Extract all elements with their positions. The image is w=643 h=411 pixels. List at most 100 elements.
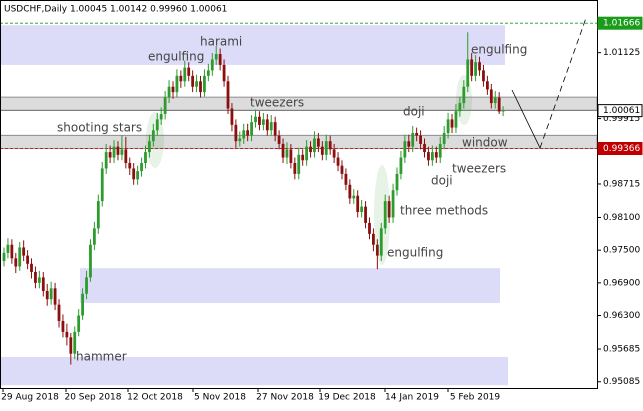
candle-body <box>183 67 187 82</box>
annotation: engulfing <box>387 246 443 260</box>
candle-body <box>265 119 269 131</box>
annotation: tweezers <box>452 162 506 176</box>
candle-body <box>30 263 33 272</box>
candle-body <box>73 331 77 354</box>
level-label: 1.01666 <box>603 19 640 29</box>
candle-body <box>344 173 348 185</box>
candle-body <box>309 146 312 153</box>
zones <box>0 25 598 386</box>
candle-body <box>419 135 422 144</box>
candle-body <box>69 337 73 354</box>
y-tick-label: 1.01125 <box>603 48 640 58</box>
annotation: engulfing <box>148 50 204 64</box>
candle-body <box>214 54 218 60</box>
candle-body <box>6 244 10 253</box>
candle-body <box>395 173 399 191</box>
candle-body <box>340 165 344 174</box>
candle-body <box>218 54 222 65</box>
zone <box>0 25 505 65</box>
candle-body <box>18 247 22 267</box>
x-tick-label: 14 Jan 2019 <box>385 393 439 403</box>
candle-body <box>26 255 29 264</box>
candle-body <box>368 222 371 234</box>
annotation: tweezers <box>250 96 304 110</box>
candle-body <box>210 59 214 71</box>
candle-body <box>360 206 364 213</box>
x-tick-label: 27 Nov 2018 <box>256 393 314 403</box>
highlight <box>146 112 164 168</box>
candle-body <box>92 228 96 245</box>
candle-body <box>203 75 206 93</box>
y-tick-label: 0.95685 <box>603 345 640 355</box>
y-tick-label: 0.96900 <box>603 278 640 288</box>
projection-line <box>511 89 541 149</box>
annotation: shooting stars <box>57 121 142 135</box>
candle-body <box>222 64 226 82</box>
candle-body <box>332 149 336 158</box>
candle-body <box>313 138 316 153</box>
candle-body <box>41 277 45 292</box>
annotation: three methods <box>400 204 488 218</box>
candle-body <box>324 141 328 155</box>
zone <box>80 268 500 304</box>
candle-body <box>242 130 246 139</box>
candle-body <box>423 143 426 153</box>
candle-body <box>148 141 151 153</box>
x-tick-label: 19 Dec 2018 <box>318 393 376 403</box>
candle-body <box>497 97 501 112</box>
candle-body <box>81 293 84 316</box>
candle-body <box>293 162 297 174</box>
candle-body <box>273 122 277 136</box>
candle-body <box>399 157 403 174</box>
y-tick-label: 0.97500 <box>603 246 640 256</box>
candle-body <box>206 70 210 76</box>
candle-body <box>430 152 434 161</box>
candle-body <box>328 141 332 150</box>
candle-body <box>301 154 305 161</box>
candle-body <box>372 233 375 245</box>
candle-body <box>387 201 391 218</box>
x-tick-label: 29 Aug 2018 <box>1 393 59 403</box>
candle-body <box>124 149 128 163</box>
candle-body <box>230 108 234 125</box>
candle-body <box>246 130 250 136</box>
candle-body <box>450 119 454 128</box>
annotation: harami <box>200 35 242 49</box>
candle-body <box>104 152 108 169</box>
candle-body <box>89 244 92 278</box>
highlight <box>456 75 472 125</box>
candle-body <box>289 149 293 163</box>
candle-body <box>132 168 136 180</box>
candle-body <box>108 152 112 158</box>
candle-body <box>474 62 477 76</box>
candle-body <box>454 111 458 128</box>
candle-body <box>352 195 356 199</box>
candle-body <box>191 75 195 87</box>
candle-body <box>462 86 466 104</box>
y-tick-label: 0.95085 <box>603 377 640 387</box>
candle-body <box>155 119 159 131</box>
candle-body <box>407 141 411 147</box>
candle-body <box>411 133 415 147</box>
candle-body <box>175 75 179 93</box>
candle-body <box>485 81 489 90</box>
candle-body <box>163 97 167 114</box>
y-tick-label: 0.98715 <box>603 179 640 189</box>
candle-body <box>261 119 265 125</box>
candle-body <box>305 146 309 161</box>
candle-body <box>269 122 273 131</box>
candle-body <box>285 149 289 158</box>
highlight <box>374 165 390 265</box>
candle-body <box>493 97 497 104</box>
candle-body <box>112 146 116 158</box>
candle-body <box>53 288 57 305</box>
candle-body <box>434 152 438 158</box>
candle-body <box>77 315 81 332</box>
candle-body <box>179 75 183 82</box>
candle-body <box>199 81 202 93</box>
candle-body <box>100 168 104 202</box>
candle-body <box>85 277 88 294</box>
annotation: hammer <box>76 350 127 364</box>
